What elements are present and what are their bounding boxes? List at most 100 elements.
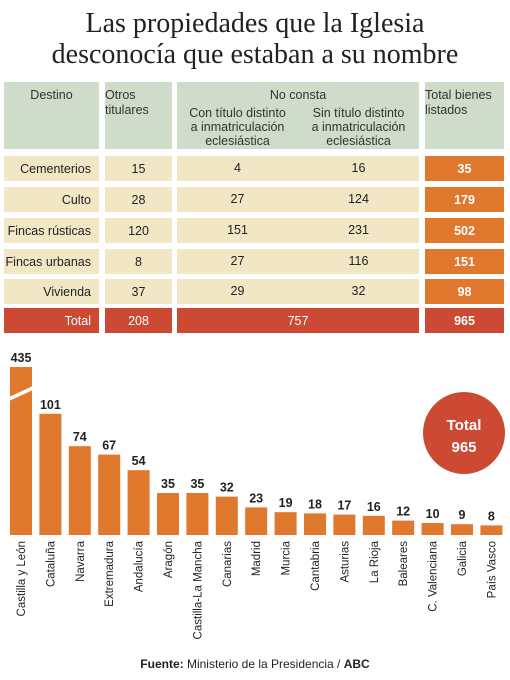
bar-value-label: 435 bbox=[11, 351, 32, 365]
bar-value-label: 54 bbox=[132, 454, 146, 468]
total-total: 965 bbox=[425, 308, 504, 333]
chart-bar bbox=[215, 496, 238, 535]
bar-value-label: 19 bbox=[279, 496, 293, 510]
source-outlet: ABC bbox=[343, 657, 370, 671]
category-label: Castilla-La Mancha bbox=[192, 540, 204, 639]
header-no-consta: No consta Con título distinto a inmatric… bbox=[177, 82, 419, 149]
header-con-line-2: a inmatriculación bbox=[190, 120, 285, 134]
category-label: Andalucía bbox=[134, 540, 146, 592]
chart-bar bbox=[362, 515, 385, 535]
title-line-1: Las propiedades que la Iglesia bbox=[85, 8, 425, 39]
category-label: Madrid bbox=[251, 541, 263, 576]
category-label: Cataluña bbox=[45, 540, 57, 587]
total-otros: 208 bbox=[105, 308, 172, 333]
chart-bar bbox=[274, 512, 297, 535]
row-sin: 124 bbox=[348, 192, 369, 206]
total-badge bbox=[423, 392, 505, 474]
bar-value-label: 16 bbox=[367, 500, 381, 514]
bar-value-label: 35 bbox=[190, 477, 204, 491]
bar-value-label: 101 bbox=[40, 398, 61, 412]
header-sin-line-1: Sin título distinto bbox=[312, 106, 405, 120]
bar-value-label: 17 bbox=[337, 499, 351, 513]
header-total: Total bienes listados bbox=[425, 82, 504, 149]
row-destino: Cementerios bbox=[4, 156, 99, 181]
bar-value-label: 18 bbox=[308, 497, 322, 511]
row-otros: 15 bbox=[105, 156, 172, 181]
chart-bar bbox=[157, 493, 179, 535]
row-total: 35 bbox=[425, 156, 504, 181]
row-otros: 8 bbox=[105, 249, 172, 274]
chart-bar bbox=[10, 367, 32, 535]
header-sin-line-2: a inmatriculación bbox=[311, 120, 406, 134]
bar-value-label: 8 bbox=[488, 509, 495, 523]
category-label: Cantabria bbox=[310, 540, 322, 590]
bar-chart: 435 Castilla y León 101 Cataluña 74 Navarra 67… bbox=[9, 351, 505, 639]
chart-bar bbox=[127, 470, 150, 535]
total-label: Total bbox=[4, 308, 99, 333]
row-total: 151 bbox=[425, 249, 504, 274]
row-destino: Fincas rústicas bbox=[4, 218, 99, 243]
row-destino: Vivienda bbox=[4, 279, 99, 304]
header-otros-line-1: Otros bbox=[105, 88, 136, 102]
row-no-consta: 27 124 bbox=[177, 187, 419, 212]
chart-bar bbox=[68, 446, 91, 535]
axis-break-mark bbox=[9, 386, 33, 401]
category-label: Aragón bbox=[163, 541, 175, 578]
category-label: C. Valenciana bbox=[428, 540, 440, 611]
chart-bar bbox=[421, 523, 444, 535]
bar-value-label: 35 bbox=[161, 477, 175, 491]
chart-bar bbox=[39, 413, 62, 535]
row-total: 179 bbox=[425, 187, 504, 212]
category-label: La Rioja bbox=[369, 540, 381, 583]
category-label: Asturias bbox=[339, 541, 351, 583]
row-con: 151 bbox=[227, 223, 248, 237]
row-no-consta: 4 16 bbox=[177, 156, 419, 181]
category-label: Galicia bbox=[457, 540, 469, 576]
header-otros: Otros titulares bbox=[105, 82, 172, 149]
row-otros: 37 bbox=[105, 279, 172, 304]
row-no-consta: 27 116 bbox=[177, 249, 419, 274]
chart-bar bbox=[480, 525, 503, 535]
bar-value-label: 32 bbox=[220, 481, 234, 495]
row-destino: Fincas urbanas bbox=[4, 249, 99, 274]
row-con: 29 bbox=[230, 284, 245, 298]
header-sin-titulo: Sin título distinto a inmatriculación ec… bbox=[298, 106, 419, 148]
bar-value-label: 74 bbox=[73, 430, 87, 444]
category-label: Baleares bbox=[398, 541, 410, 587]
row-no-consta: 29 32 bbox=[177, 279, 419, 304]
header-sin-line-3: eclesiástica bbox=[326, 134, 391, 148]
row-con: 4 bbox=[234, 161, 241, 175]
chart-bar bbox=[245, 507, 268, 535]
total-no-consta: 757 bbox=[177, 308, 419, 333]
chart-bar bbox=[333, 514, 356, 535]
source-note: Fuente: Ministerio de la Presidencia / A… bbox=[0, 657, 510, 671]
bar-value-label: 67 bbox=[102, 439, 116, 453]
category-label: País Vasco bbox=[486, 541, 498, 598]
title-line-2: desconocía que estaban a su nombre bbox=[51, 39, 459, 70]
page-title: Las propiedades que la Iglesia desconocí… bbox=[0, 8, 510, 70]
total-badge-label: Total bbox=[447, 417, 482, 434]
row-total: 98 bbox=[425, 279, 504, 304]
row-sin: 16 bbox=[351, 161, 366, 175]
bar-value-label: 23 bbox=[249, 491, 263, 505]
row-destino: Culto bbox=[4, 187, 99, 212]
header-con-line-3: eclesiástica bbox=[205, 134, 270, 148]
chart-bar bbox=[392, 520, 415, 535]
source-label: Fuente: bbox=[140, 657, 184, 671]
row-total: 502 bbox=[425, 218, 504, 243]
header-con-line-1: Con título distinto bbox=[189, 106, 286, 120]
row-no-consta: 151 231 bbox=[177, 218, 419, 243]
source-text: Ministerio de la Presidencia / bbox=[186, 657, 344, 671]
row-otros: 28 bbox=[105, 187, 172, 212]
chart-bar bbox=[304, 513, 326, 535]
row-con: 27 bbox=[230, 192, 245, 206]
bar-value-label: 10 bbox=[426, 507, 440, 521]
header-destino: Destino bbox=[4, 82, 99, 149]
category-label: Castilla y León bbox=[16, 541, 28, 616]
bar-value-label: 9 bbox=[459, 508, 466, 522]
chart-bar bbox=[451, 524, 473, 535]
header-destino-label: Destino bbox=[30, 88, 73, 102]
row-sin: 116 bbox=[348, 254, 369, 268]
header-total-line-1: Total bienes bbox=[425, 88, 492, 102]
category-label: Murcia bbox=[281, 540, 293, 575]
